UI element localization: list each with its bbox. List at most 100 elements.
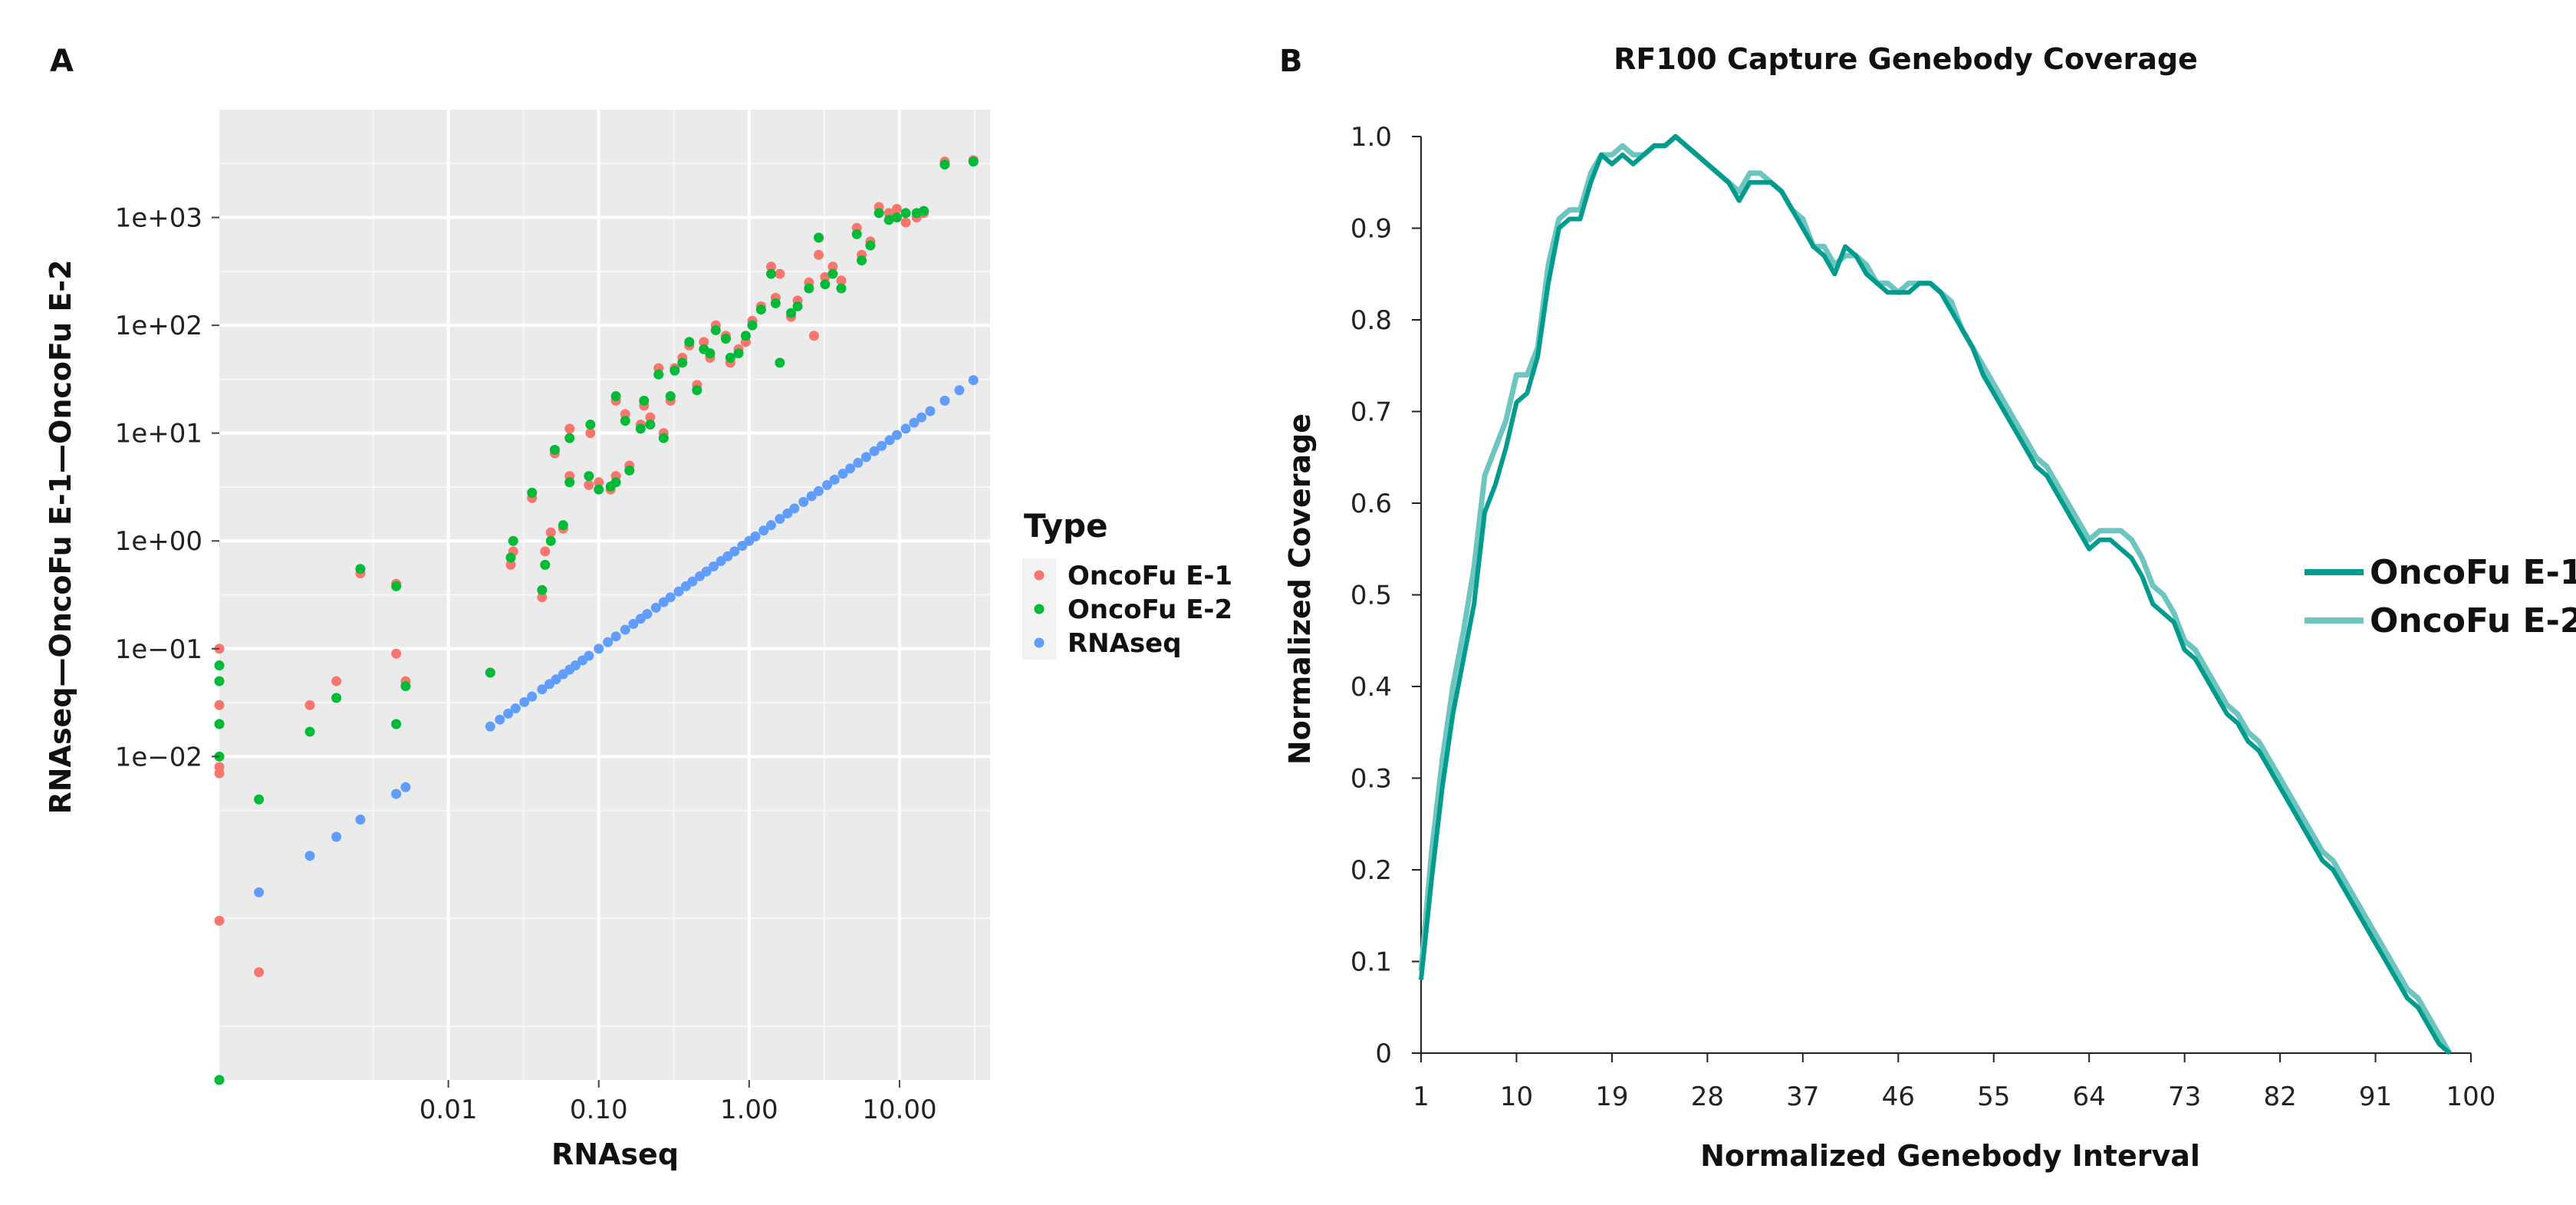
data-point [549,444,560,455]
data-point [808,331,819,341]
series-oncofu-e-2 [214,156,979,1085]
data-point [968,156,979,167]
data-point [837,469,848,479]
data-point [939,159,950,170]
data-point [883,215,894,226]
y-tick-label: 1e+00 [115,526,202,557]
x-axis-title: RNAseq [551,1138,679,1171]
data-point [770,298,781,308]
data-point [495,714,505,725]
x-tick-label: 0.01 [419,1095,478,1125]
data-point [792,301,803,311]
data-point [331,676,342,686]
data-point [620,416,630,426]
data-point [737,541,748,551]
data-point [304,726,315,737]
data-point [814,232,824,243]
data-point [537,584,548,595]
data-point [537,592,548,603]
data-point [214,719,225,729]
data-point [254,887,265,897]
data-point [628,618,639,629]
data-point [635,423,646,434]
y-tick-label: 0.3 [1351,764,1392,795]
y-tick-label: 0.8 [1351,305,1392,336]
data-point [564,477,575,488]
data-point [692,385,702,396]
data-point [708,561,719,571]
legend-swatch [1034,570,1045,581]
data-point [845,463,856,474]
data-point [891,212,902,223]
data-point [804,283,814,294]
scatter-points [214,155,979,1085]
data-point [725,352,735,363]
data-point [747,320,758,331]
data-point [669,365,680,376]
data-point [391,648,402,659]
data-point [851,229,862,239]
data-point [883,208,894,219]
series-line-oncofu-e-2 [1418,133,2453,1055]
legend-swatch [1034,604,1045,614]
data-point [869,446,880,456]
panel-a-label: A [50,44,74,79]
y-axis-ticks: 0 0.1 0.2 0.3 0.4 0.5 0.6 0.7 0.8 0.9 1.0 [1351,122,1421,1069]
data-point [400,782,411,792]
data-point [214,660,225,671]
x-tick-label: 100 [2446,1082,2496,1112]
data-point [658,433,669,443]
data-point [765,520,776,531]
data-point [537,684,548,695]
data-point [639,395,650,406]
data-point [331,693,342,703]
data-point [214,676,225,686]
y-tick-label: 0 [1375,1039,1392,1069]
data-point [519,696,530,707]
y-tick-label: 1e−02 [115,742,202,772]
x-tick-label: 1.00 [720,1095,778,1125]
data-point [909,417,920,428]
data-point [900,423,911,434]
data-point [214,762,225,772]
series-lines [1418,133,2453,1055]
data-point [658,597,669,607]
x-axis-title: Normalized Genebody Interval [1700,1139,2200,1173]
data-point [820,279,831,290]
data-point [877,440,887,451]
data-point [782,508,793,519]
x-tick-label: 0.10 [570,1095,628,1125]
data-point [873,208,884,219]
x-axis-ticks: 0.01 0.10 1.00 10.00 [419,1080,937,1125]
x-tick-label: 19 [1595,1082,1628,1112]
data-point [891,430,902,440]
data-point [729,546,740,557]
data-point [485,721,495,732]
y-axis-title: Normalized Coverage [1283,413,1317,765]
data-point [653,369,664,380]
data-point [916,412,927,423]
data-point [814,486,824,496]
data-point [545,527,556,538]
data-point [775,514,785,525]
data-point [710,325,721,336]
data-point [740,331,751,341]
data-point [701,566,712,577]
data-point [677,357,688,368]
y-tick-label: 1.0 [1351,122,1392,153]
data-point [806,491,817,502]
data-point [860,452,871,463]
data-point [900,208,911,219]
data-point [925,406,936,416]
data-point [214,1075,225,1085]
legend-label: OncoFu E-1 [2370,553,2576,592]
data-point [775,357,785,368]
data-point [785,308,796,318]
data-point [919,206,929,216]
data-point [505,559,516,570]
data-point [827,262,838,272]
legend: OncoFu E-1 OncoFu E-2 [2305,553,2576,640]
x-tick-label: 91 [2359,1082,2392,1112]
data-point [750,531,761,542]
y-tick-label: 0.4 [1351,672,1392,703]
